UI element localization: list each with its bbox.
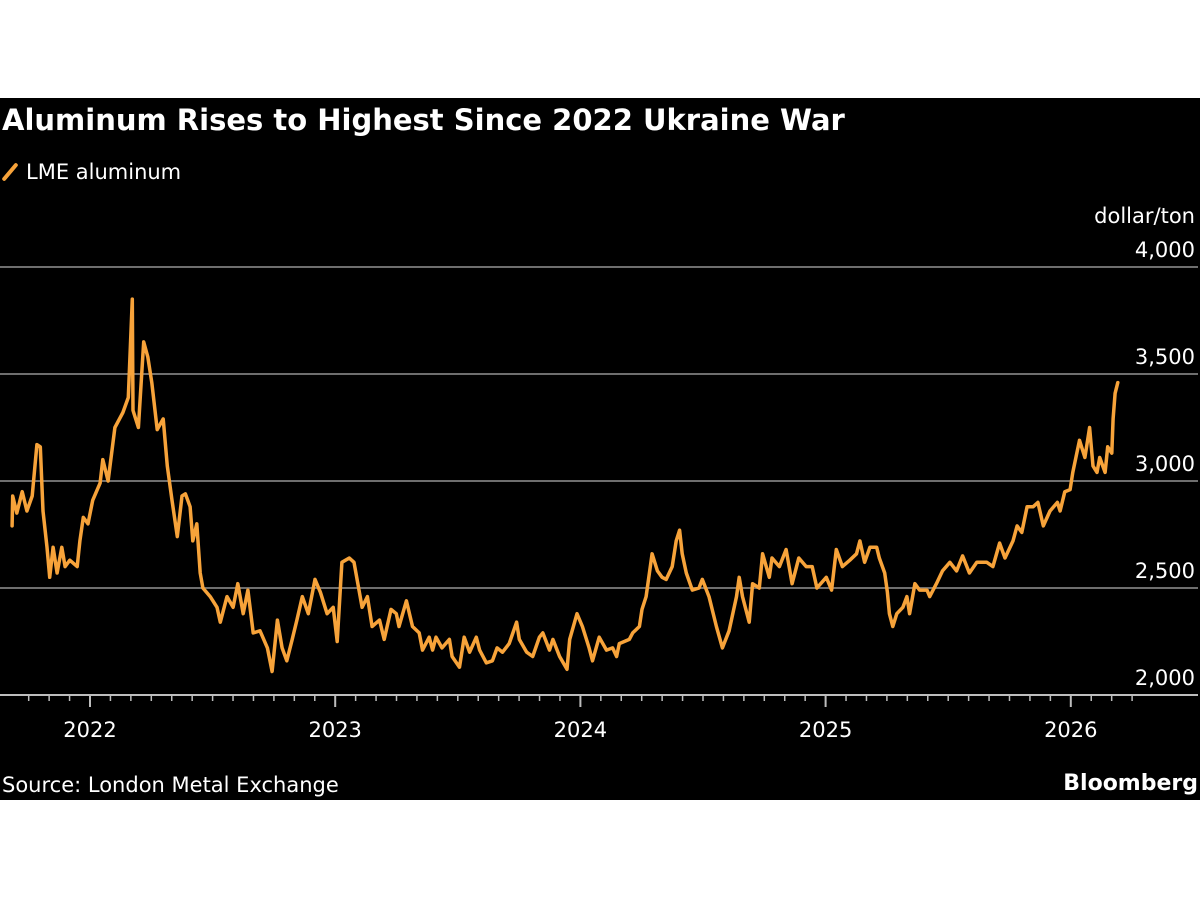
x-tick-label: 2025 — [799, 718, 852, 742]
series-line-lme-aluminum — [10, 297, 1120, 674]
source-note: Source: London Metal Exchange — [2, 773, 339, 797]
brand-logo: Bloomberg — [1063, 771, 1198, 796]
y-axis-unit: dollar/ton — [1094, 204, 1195, 228]
chart-title: Aluminum Rises to Highest Since 2022 Ukr… — [2, 103, 845, 137]
y-tick-label: 2,000 — [1135, 666, 1195, 690]
x-tick-label: 2022 — [63, 718, 116, 742]
y-tick-label: 3,000 — [1135, 452, 1195, 476]
legend-label: LME aluminum — [26, 160, 182, 184]
x-tick-label: 2023 — [308, 718, 361, 742]
legend: LME aluminum — [2, 160, 181, 184]
chart-panel — [0, 98, 1200, 800]
x-tick-label: 2024 — [554, 718, 607, 742]
y-tick-label: 4,000 — [1135, 238, 1195, 262]
y-tick-label: 3,500 — [1135, 345, 1195, 369]
y-tick-label: 2,500 — [1135, 559, 1195, 583]
x-tick-label: 2026 — [1044, 718, 1097, 742]
